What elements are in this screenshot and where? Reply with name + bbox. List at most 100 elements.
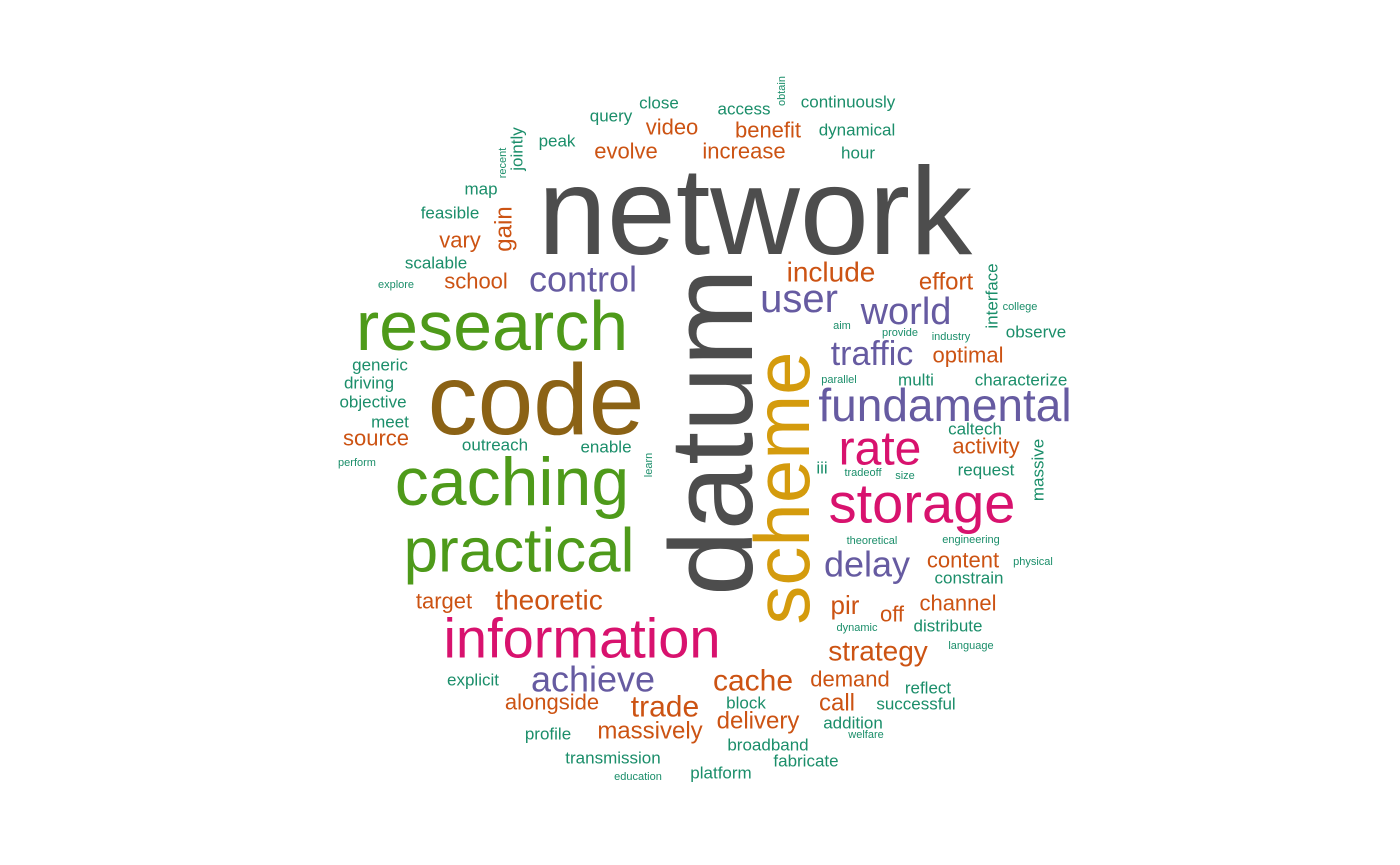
word-constrain: constrain [935, 569, 1004, 588]
word-aim: aim [833, 320, 851, 332]
word-iii: iii [816, 459, 827, 478]
word-size: size [895, 470, 915, 482]
word-theoretical: theoretical [847, 535, 898, 547]
word-education: education [614, 771, 662, 783]
word-hour: hour [841, 144, 875, 163]
word-dynamic: dynamic [837, 622, 878, 634]
word-storage: storage [829, 472, 1016, 535]
word-datum: datum [646, 268, 778, 596]
word-theoretic: theoretic [495, 585, 602, 616]
word-profile: profile [525, 725, 571, 744]
word-close: close [639, 94, 679, 113]
word-world: world [860, 291, 952, 333]
word-video: video [646, 115, 699, 140]
word-call: call [819, 690, 855, 717]
word-increase: increase [702, 139, 785, 164]
word-platform: platform [690, 764, 751, 783]
word-provide: provide [882, 327, 918, 339]
word-optimal: optimal [933, 343, 1004, 368]
word-meet: meet [371, 413, 409, 432]
word-target: target [416, 589, 472, 614]
word-outreach: outreach [462, 436, 528, 455]
word-parallel: parallel [821, 374, 856, 386]
word-explicit: explicit [447, 671, 499, 690]
word-benefit: benefit [735, 118, 801, 143]
word-industry: industry [932, 331, 971, 343]
word-jointly: jointly [508, 127, 527, 172]
word-alongside: alongside [505, 690, 599, 715]
word-observe: observe [1006, 323, 1066, 342]
word-reflect: reflect [905, 679, 952, 698]
word-block: block [726, 694, 766, 713]
word-transmission: transmission [565, 749, 660, 768]
word-delay: delay [824, 544, 910, 585]
word-objective: objective [339, 393, 406, 412]
word-practical: practical [404, 517, 635, 586]
word-multi: multi [898, 371, 934, 390]
word-obtain: obtain [776, 76, 788, 106]
word-welfare: welfare [847, 729, 883, 741]
word-dynamical: dynamical [819, 121, 896, 140]
word-include: include [787, 257, 876, 288]
word-request: request [958, 461, 1015, 480]
word-language: language [948, 640, 993, 652]
word-broadband: broadband [727, 736, 808, 755]
word-caching: caching [395, 444, 629, 520]
word-content: content [927, 548, 999, 573]
word-interface: interface [983, 263, 1002, 328]
word-continuously: continuously [801, 93, 896, 112]
word-enable: enable [580, 438, 631, 457]
word-fundamental: fundamental [818, 379, 1071, 431]
word-source: source [343, 426, 409, 451]
word-perform: perform [338, 457, 376, 469]
word-engineering: engineering [942, 534, 1000, 546]
word-delivery: delivery [717, 708, 800, 735]
word-channel: channel [919, 591, 996, 616]
word-access: access [718, 100, 771, 119]
word-trade: trade [631, 691, 699, 724]
word-off: off [880, 602, 905, 627]
word-code: code [428, 344, 645, 456]
word-successful: successful [876, 695, 955, 714]
word-college: college [1003, 301, 1038, 313]
word-evolve: evolve [594, 139, 658, 164]
word-generic: generic [352, 356, 408, 375]
word-explore: explore [378, 279, 414, 291]
word-research: research [356, 287, 628, 365]
word-effort: effort [919, 269, 974, 296]
word-cache: cache [713, 665, 793, 698]
word-activity: activity [952, 434, 1019, 459]
word-network: network [538, 143, 973, 281]
word-massively: massively [597, 718, 702, 745]
word-query: query [590, 107, 633, 126]
word-school: school [444, 269, 508, 294]
word-information: information [443, 607, 720, 670]
word-user: user [760, 277, 838, 321]
word-scalable: scalable [405, 254, 467, 273]
word-vary: vary [439, 228, 481, 253]
word-physical: physical [1013, 556, 1053, 568]
word-gain: gain [491, 206, 518, 251]
word-achieve: achieve [531, 659, 655, 700]
word-peak: peak [539, 132, 576, 151]
word-map: map [464, 180, 497, 199]
word-rate: rate [839, 423, 922, 476]
word-caltech: caltech [948, 420, 1002, 439]
word-learn: learn [643, 453, 655, 477]
word-fabricate: fabricate [773, 752, 838, 771]
word-characterize: characterize [975, 371, 1068, 390]
word-addition: addition [823, 714, 883, 733]
word-distribute: distribute [914, 617, 983, 636]
word-tradeoff: tradeoff [844, 467, 882, 479]
word-strategy: strategy [828, 636, 928, 667]
word-traffic: traffic [831, 335, 914, 373]
word-scheme: scheme [738, 351, 826, 624]
word-recent: recent [497, 148, 509, 179]
word-pir: pir [831, 590, 860, 620]
word-demand: demand [810, 667, 890, 692]
word-control: control [529, 259, 637, 300]
word-feasible: feasible [421, 204, 480, 223]
word-driving: driving [344, 374, 394, 393]
word-massive: massive [1029, 439, 1048, 501]
